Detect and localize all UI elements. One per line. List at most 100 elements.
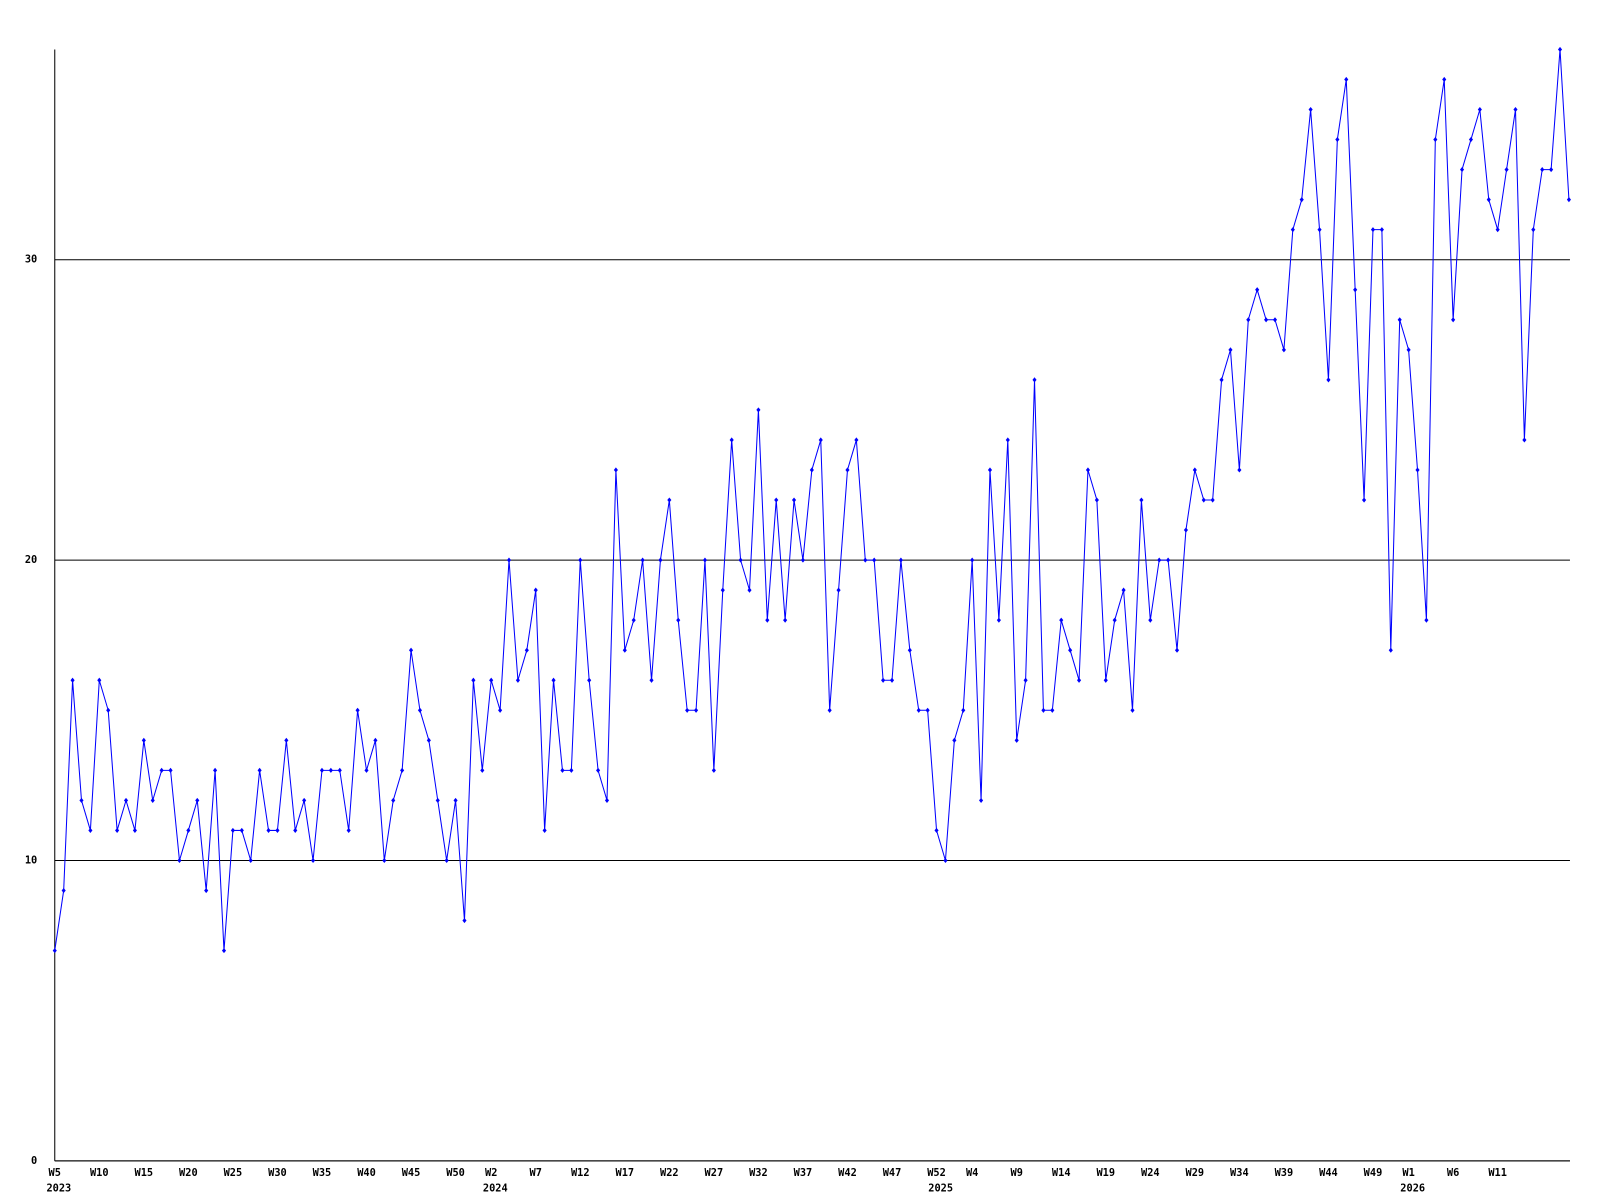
y-tick-label: 30 bbox=[25, 254, 37, 266]
x-tick-label: W9 bbox=[1010, 1167, 1022, 1179]
point bbox=[1415, 467, 1420, 473]
x-tick-label: W52 bbox=[927, 1167, 946, 1179]
x-tick-label: W15 bbox=[135, 1167, 154, 1179]
point bbox=[1308, 106, 1313, 113]
point bbox=[542, 827, 547, 834]
point bbox=[373, 737, 378, 743]
point bbox=[631, 617, 636, 623]
point bbox=[248, 857, 253, 864]
point bbox=[1468, 136, 1474, 143]
x-tick-label: W24 bbox=[1141, 1167, 1160, 1179]
point bbox=[791, 497, 797, 503]
point bbox=[1335, 136, 1340, 143]
point bbox=[61, 887, 66, 894]
point bbox=[88, 827, 93, 834]
point bbox=[1317, 227, 1322, 233]
point bbox=[1424, 617, 1429, 623]
point bbox=[337, 767, 342, 773]
point bbox=[1050, 707, 1055, 713]
point bbox=[1504, 167, 1509, 173]
point bbox=[809, 467, 814, 473]
x-tick-label: W10 bbox=[90, 1167, 109, 1179]
point bbox=[382, 857, 387, 864]
point bbox=[123, 797, 129, 803]
point bbox=[756, 407, 761, 413]
point bbox=[845, 467, 850, 473]
point bbox=[747, 587, 752, 593]
point bbox=[204, 887, 209, 894]
point bbox=[1370, 227, 1376, 233]
point bbox=[854, 437, 859, 443]
point bbox=[1477, 106, 1482, 113]
point bbox=[551, 677, 556, 683]
point bbox=[115, 827, 120, 834]
point bbox=[489, 677, 494, 683]
x-tick-label: W35 bbox=[313, 1167, 332, 1179]
point bbox=[925, 707, 930, 713]
point bbox=[355, 707, 360, 713]
x-tick-label: W27 bbox=[705, 1167, 724, 1179]
point bbox=[498, 707, 503, 713]
point bbox=[364, 767, 369, 773]
point bbox=[533, 587, 538, 593]
x-year-label: 2024 bbox=[483, 1183, 508, 1195]
point bbox=[1237, 467, 1242, 473]
point bbox=[346, 827, 351, 834]
point bbox=[435, 797, 440, 803]
point bbox=[1041, 707, 1046, 713]
point bbox=[693, 707, 699, 713]
point bbox=[515, 677, 520, 683]
point bbox=[1148, 617, 1153, 623]
point bbox=[70, 677, 75, 683]
point bbox=[1531, 227, 1536, 233]
point bbox=[872, 557, 877, 563]
point bbox=[1397, 317, 1402, 323]
point bbox=[1174, 647, 1180, 653]
point bbox=[1103, 677, 1108, 683]
point bbox=[827, 707, 832, 713]
x-tick-label: W14 bbox=[1052, 1167, 1071, 1179]
point bbox=[1210, 497, 1215, 503]
point bbox=[311, 857, 316, 864]
point bbox=[578, 557, 583, 563]
point bbox=[587, 677, 592, 683]
point bbox=[230, 827, 235, 834]
line bbox=[54, 49, 1570, 951]
point bbox=[417, 707, 423, 713]
point bbox=[1255, 287, 1260, 293]
point bbox=[702, 557, 708, 563]
point bbox=[1281, 347, 1286, 353]
point bbox=[150, 797, 155, 803]
point bbox=[1442, 76, 1447, 83]
point bbox=[186, 827, 191, 834]
x-tick-label: W40 bbox=[357, 1167, 376, 1179]
point bbox=[934, 827, 939, 834]
point bbox=[132, 827, 137, 834]
x-tick-label: W4 bbox=[966, 1167, 978, 1179]
x-tick-label: W17 bbox=[615, 1167, 634, 1179]
point bbox=[676, 617, 681, 623]
point bbox=[1130, 707, 1135, 713]
point bbox=[97, 677, 102, 683]
x-tick-label: W45 bbox=[402, 1167, 421, 1179]
point bbox=[1068, 647, 1073, 653]
x-tick-label: W37 bbox=[794, 1167, 813, 1179]
point bbox=[1344, 76, 1349, 83]
point bbox=[613, 467, 618, 473]
point bbox=[1112, 617, 1117, 623]
y-tick-label: 20 bbox=[25, 554, 37, 566]
point bbox=[1451, 317, 1456, 323]
point bbox=[970, 557, 975, 563]
point bbox=[1246, 317, 1251, 323]
point bbox=[1522, 437, 1527, 443]
point bbox=[979, 797, 984, 803]
y-tick-label: 0 bbox=[31, 1155, 37, 1167]
point bbox=[1094, 497, 1099, 503]
point bbox=[480, 767, 485, 773]
point bbox=[257, 767, 262, 773]
point bbox=[685, 707, 690, 713]
point bbox=[658, 557, 663, 563]
x-tick-label: W25 bbox=[224, 1167, 243, 1179]
point bbox=[889, 677, 895, 683]
